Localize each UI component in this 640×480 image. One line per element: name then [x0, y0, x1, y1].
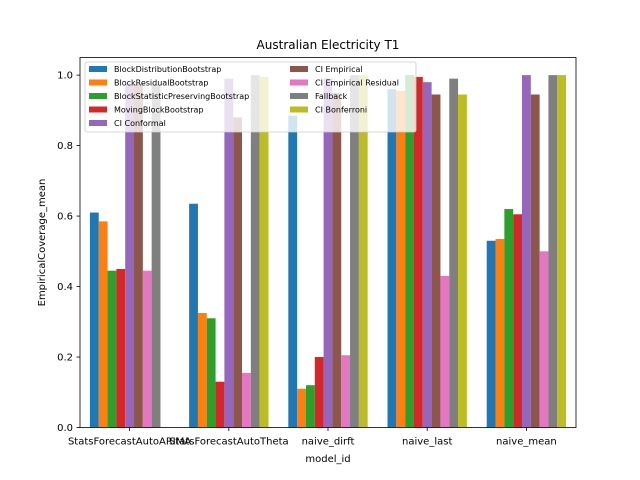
bar — [458, 94, 467, 428]
legend-label: BlockResidualBootstrap — [114, 79, 208, 88]
y-tick-label: 0.4 — [57, 282, 73, 293]
bar — [431, 94, 441, 428]
bar — [332, 92, 342, 428]
bar — [486, 240, 496, 428]
bar — [250, 75, 260, 428]
bar — [413, 76, 423, 428]
y-tick-label: 0.8 — [57, 141, 73, 152]
legend-swatch — [290, 93, 308, 99]
legend-label: BlockDistributionBootstrap — [114, 65, 221, 74]
bar — [341, 355, 351, 428]
bar — [197, 312, 207, 428]
bar — [259, 76, 269, 428]
bar — [233, 117, 243, 428]
bar — [215, 381, 225, 428]
bar — [151, 83, 161, 428]
x-axis-label: model_id — [305, 454, 350, 465]
y-tick-label: 0.2 — [57, 353, 73, 364]
bar — [142, 270, 152, 428]
bar — [513, 214, 522, 428]
legend-frame — [84, 61, 417, 133]
bar — [107, 270, 117, 428]
legend-swatch — [290, 79, 308, 86]
legend-swatch — [290, 66, 308, 72]
bar — [305, 385, 315, 428]
bar — [224, 78, 234, 428]
y-axis: 0.0 0.2 0.4 0.6 0.8 1.0 — [57, 71, 80, 434]
bar — [449, 78, 459, 428]
legend-swatch — [89, 120, 107, 126]
bar — [557, 75, 567, 428]
x-tick-label: StatsForecastAutoTheta — [169, 437, 289, 448]
y-tick-label: 0.6 — [57, 212, 73, 223]
x-tick-label: StatsForecastAutoARIMA — [68, 437, 191, 448]
bar — [89, 212, 99, 428]
bar — [422, 82, 432, 428]
legend-swatch — [89, 106, 107, 113]
legend-label: CI Empirical Residual — [315, 79, 399, 88]
bar — [387, 89, 397, 428]
legend: BlockDistributionBootstrap BlockResidualB… — [84, 61, 417, 133]
legend-label: CI Conformal — [114, 119, 166, 128]
bar — [288, 115, 298, 428]
legend-swatch — [89, 66, 107, 72]
legend-label: BlockStatisticPreservingBootstrap — [114, 92, 249, 101]
legend-label: CI Bonferroni — [315, 106, 367, 115]
x-tick-label: naive_dirft — [302, 437, 355, 448]
legend-label: CI Empirical — [315, 65, 363, 74]
bar — [530, 94, 540, 428]
bar — [495, 238, 505, 428]
legend-label: Fallback — [315, 92, 348, 101]
bar — [396, 90, 406, 428]
bar — [134, 83, 143, 428]
bar — [323, 78, 333, 428]
bar — [98, 221, 108, 428]
bar — [189, 203, 198, 428]
x-axis: StatsForecastAutoARIMAStatsForecastAutoT… — [68, 427, 557, 448]
chart-title: Australian Electricity T1 — [257, 38, 400, 52]
y-tick-label: 1.0 — [57, 71, 73, 82]
legend-swatch — [89, 79, 107, 86]
legend-swatch — [89, 93, 107, 99]
bar — [405, 75, 414, 428]
bar — [440, 275, 450, 428]
legend-label: MovingBlockBootstrap — [114, 106, 204, 115]
bar — [358, 75, 368, 428]
x-tick-label: naive_mean — [496, 437, 557, 448]
bar — [504, 209, 514, 428]
bar — [297, 388, 306, 428]
bar — [125, 83, 135, 428]
bar — [521, 75, 531, 428]
bar — [116, 268, 126, 428]
legend-swatch — [290, 106, 308, 113]
y-axis-label: EmpiricalCoverage_mean — [37, 179, 48, 307]
bar — [242, 372, 251, 428]
bar — [539, 251, 549, 428]
bar — [206, 318, 216, 428]
bar — [350, 75, 359, 428]
bars-group — [89, 75, 567, 428]
x-tick-label: naive_last — [402, 437, 452, 448]
bar — [314, 357, 324, 428]
y-tick-label: 0.0 — [57, 423, 73, 434]
bar — [548, 75, 558, 428]
